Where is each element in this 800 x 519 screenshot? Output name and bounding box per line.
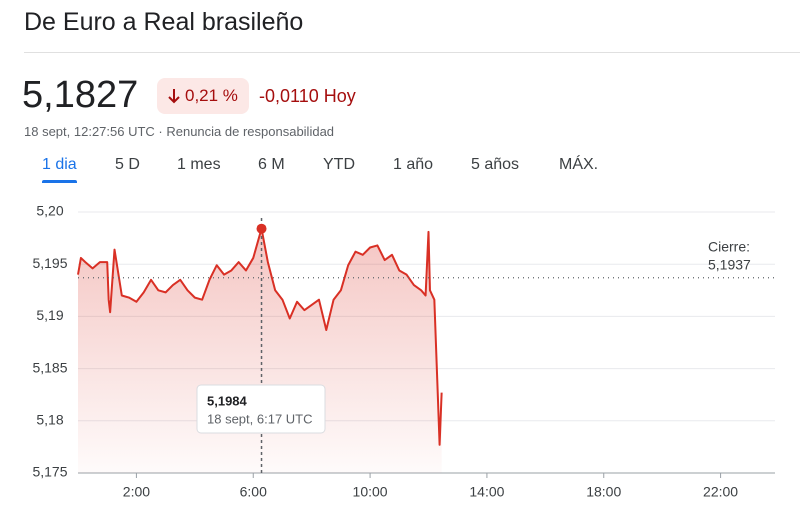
- change-badge: 0,21 %: [157, 78, 249, 114]
- y-tick-label: 5,185: [32, 359, 67, 375]
- highlight-point: [256, 223, 267, 234]
- x-tick-label: 6:00: [240, 484, 267, 500]
- tooltip: [196, 384, 326, 434]
- tooltip-value: 5,1984: [207, 393, 248, 408]
- y-tick-label: 5,19: [36, 307, 63, 323]
- area: [78, 228, 442, 473]
- tooltip-date: 18 sept, 6:17 UTC: [207, 411, 313, 426]
- reference-label: Cierre:: [708, 238, 750, 254]
- range-tab[interactable]: 1 dia: [42, 156, 77, 183]
- reference-value: 5,1937: [708, 256, 751, 272]
- price: 5,1827: [22, 74, 139, 116]
- x-tick-label: 14:00: [469, 484, 504, 500]
- x-tick-label: 18:00: [586, 484, 621, 500]
- timestamp: 18 sept, 12:27:56 UTC · Renuncia de resp…: [24, 124, 335, 139]
- x-tick-label: 2:00: [123, 484, 150, 500]
- down-arrow: [168, 89, 180, 104]
- divider: [24, 52, 800, 53]
- range-tab[interactable]: 6 M: [258, 156, 285, 173]
- y-tick-label: 5,195: [32, 255, 67, 271]
- x-tick-label: 22:00: [703, 484, 738, 500]
- y-tick-label: 5,175: [32, 464, 67, 480]
- change-pct: 0,21 %: [185, 86, 238, 105]
- y-tick-label: 5,18: [36, 412, 63, 428]
- title: De Euro a Real brasileño: [24, 8, 304, 36]
- range-tab[interactable]: YTD: [323, 156, 355, 173]
- range-tab[interactable]: 5 años: [471, 156, 520, 173]
- range-tab[interactable]: 1 mes: [177, 156, 221, 173]
- y-tick-label: 5,20: [36, 203, 63, 219]
- range-tab[interactable]: 5 D: [115, 156, 140, 173]
- range-tab[interactable]: 1 año: [393, 156, 434, 173]
- chart: 5,20 5,195 5,19 5,185 5,18 5,175 2:00 6:00 10:00…: [32, 203, 775, 500]
- range-tab[interactable]: MÁX.: [559, 156, 599, 173]
- x-tick-label: 10:00: [353, 484, 388, 500]
- line: [77, 227, 443, 446]
- change-abs: -0,0110 Hoy: [259, 86, 356, 106]
